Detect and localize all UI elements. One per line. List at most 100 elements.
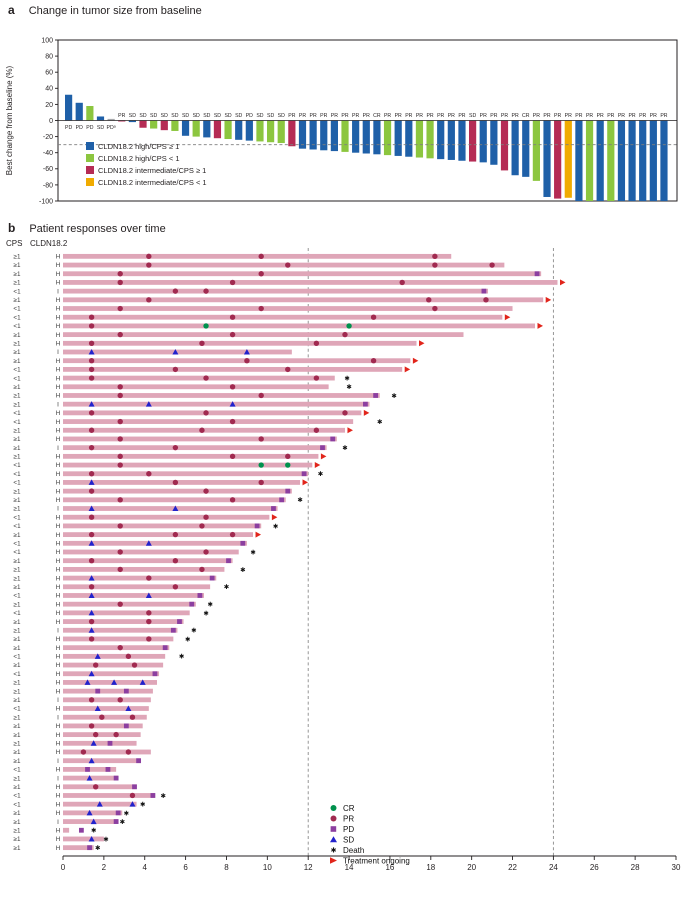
swimmer-bar [63,810,123,816]
row-cldn-label: H [56,654,61,661]
swimmer-bar [63,419,354,424]
marker-pr [146,618,152,625]
marker-sd [88,540,95,546]
marker-death: ✱ [273,523,278,530]
legend-swatch [86,154,94,162]
marker-treatment-ongoing [412,357,419,364]
row-cps-label: ≥1 [14,280,21,287]
row-cps-label: ≥1 [14,584,21,591]
row-cldn-label: H [56,497,61,504]
marker-pr [172,479,179,486]
marker-sd [145,540,152,546]
marker-pr [203,488,209,494]
legend-pr-circle-icon [330,815,337,822]
row-cps-label: <1 [13,541,21,548]
bar-response-label: SD [235,113,242,119]
row-cps-label: <1 [13,314,21,321]
bar-response-label: SD [267,113,274,119]
marker-pr [432,262,438,268]
marker-pr [172,288,179,294]
marker-sd [243,349,250,355]
marker-pr [88,357,95,364]
bar-response-label: PDᵃ [107,125,116,131]
swimmer-bar [63,314,503,320]
swimmer-bar [63,349,292,355]
marker-pr [92,784,99,790]
marker-sd [94,653,101,659]
marker-death: ✱ [342,445,347,452]
bar-response-label: PR [480,113,487,119]
y-tick-label: 60 [45,70,53,77]
row-cldn-label: H [56,706,61,713]
row-cldn-label: H [56,462,61,469]
bar-response-label: PR [512,113,519,119]
marker-treatment-ongoing [271,514,278,521]
bar-response-label: PD [86,125,93,131]
swimmer-bar [63,645,170,651]
row-cldn-label: H [56,749,61,756]
marker-pr [117,644,123,651]
marker-pr [117,453,123,460]
marker-death: ✱ [103,836,108,843]
marker-pd [534,271,540,277]
row-cps-label: <1 [13,793,21,800]
marker-pr [88,636,95,642]
marker-death: ✱ [91,828,96,835]
legend-label: CLDN18.2 high/CPS ≥ 1 [98,142,179,151]
row-cldn-label: H [56,480,61,487]
row-cldn-label: H [56,610,61,617]
bar-response-label: SD [278,113,285,119]
legend-label: Treatment ongoing [343,856,410,865]
y-tick-label: -100 [39,198,53,205]
waterfall-bar [607,120,615,201]
waterfall-chart: 100 80 60 40 20 0 -20 -40 -60 -80 -100 Best change … [5,37,678,205]
waterfall-bar [171,120,179,131]
swimmer-bar [63,575,217,581]
bar-response-label: PR [565,113,572,119]
swimmer-bar [63,619,184,624]
row-cps-label: ≥1 [14,506,21,513]
row-cldn-label: H [56,367,61,374]
marker-pr [313,375,320,381]
marker-treatment-ongoing [404,366,411,373]
waterfall-bar [362,120,370,154]
marker-cr [285,462,291,468]
marker-pr [258,479,264,486]
marker-pr [258,271,264,277]
marker-pr [92,662,99,668]
swimmer-bar [63,280,558,285]
marker-pr [146,471,152,477]
marker-pd [113,819,119,824]
marker-pr [146,610,152,616]
marker-pd [113,775,119,781]
swimmer-bar [63,627,178,633]
marker-treatment-ongoing [504,314,511,321]
legend-swatch [86,142,94,150]
bar-response-label: SD [224,113,231,119]
bar-response-label: SD [171,113,178,119]
swimmer-bar [63,671,160,677]
marker-pr [117,384,123,390]
row-cps-label: ≥1 [14,723,21,730]
row-cps-label: ≥1 [14,567,21,574]
marker-cr [203,323,209,329]
swimmer-bar [63,740,137,746]
marker-pr [129,792,136,799]
swimmer-bar [63,262,505,268]
row-cldn-label: H [56,427,61,434]
swimmer-bar [63,471,309,477]
marker-pr [88,340,95,347]
marker-pr [399,279,405,286]
swimmer-bar [63,584,211,590]
legend-death-icon: ✱ [331,847,337,855]
x-tick-label: 8 [224,863,229,872]
marker-pr [172,531,179,538]
row-cps-label: ≥1 [14,680,21,687]
row-cps-label: ≥1 [14,810,21,817]
marker-pr [88,323,95,329]
waterfall-bar [522,120,530,177]
swimmer-bar [63,393,380,398]
marker-death: ✱ [224,584,229,591]
row-cps-label: ≥1 [14,636,21,643]
marker-pd [150,793,156,798]
